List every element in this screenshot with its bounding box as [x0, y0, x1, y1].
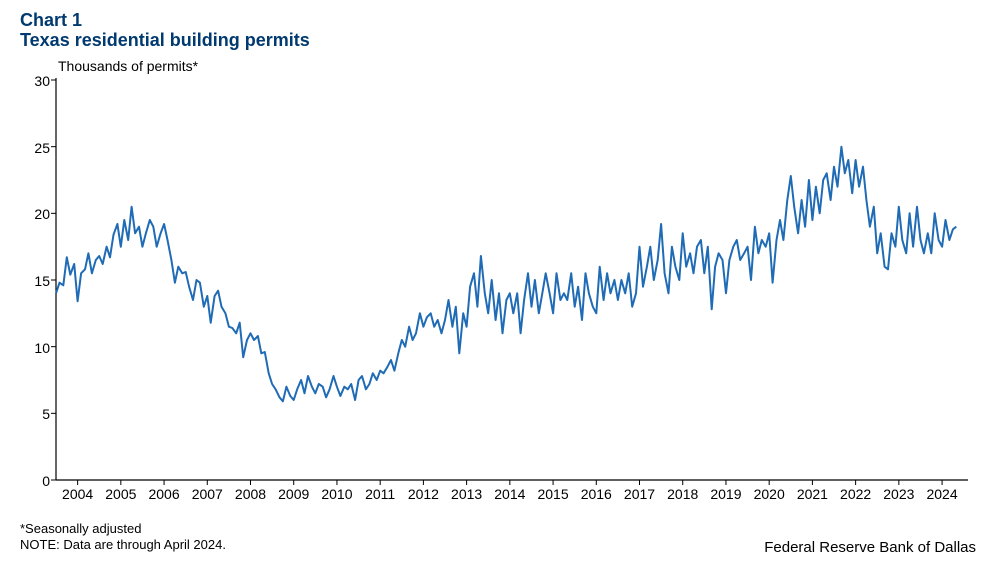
footnote: *Seasonally adjusted — [20, 521, 141, 536]
source-text: Federal Reserve Bank of Dallas — [764, 539, 976, 556]
chart-container: Chart 1 Texas residential building permi… — [0, 0, 996, 564]
plot-area — [0, 0, 996, 564]
data-line — [56, 147, 956, 402]
note-text: NOTE: Data are through April 2024. — [20, 537, 226, 552]
